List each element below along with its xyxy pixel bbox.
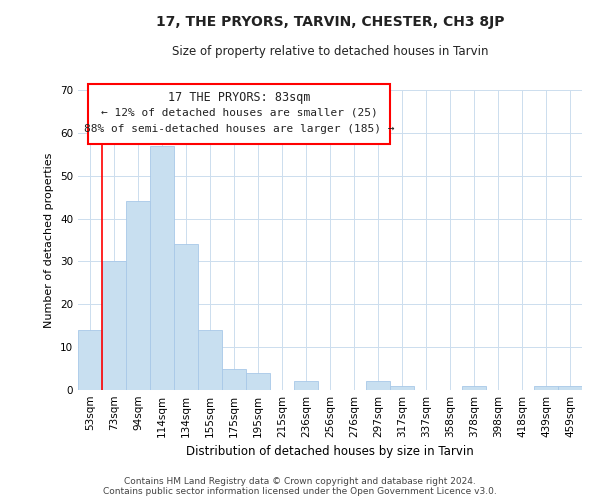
Bar bbox=[150, 146, 174, 390]
Text: Contains public sector information licensed under the Open Government Licence v3: Contains public sector information licen… bbox=[103, 488, 497, 496]
FancyBboxPatch shape bbox=[88, 84, 391, 144]
Bar bbox=[558, 386, 582, 390]
Bar bbox=[366, 382, 390, 390]
Text: Size of property relative to detached houses in Tarvin: Size of property relative to detached ho… bbox=[172, 45, 488, 58]
Bar bbox=[198, 330, 222, 390]
Bar bbox=[534, 386, 558, 390]
Bar bbox=[102, 262, 126, 390]
Bar bbox=[294, 382, 318, 390]
Text: 17, THE PRYORS, TARVIN, CHESTER, CH3 8JP: 17, THE PRYORS, TARVIN, CHESTER, CH3 8JP bbox=[156, 15, 504, 29]
Bar bbox=[126, 202, 150, 390]
Bar bbox=[174, 244, 198, 390]
Bar bbox=[390, 386, 414, 390]
Text: 88% of semi-detached houses are larger (185) →: 88% of semi-detached houses are larger (… bbox=[84, 124, 395, 134]
Text: ← 12% of detached houses are smaller (25): ← 12% of detached houses are smaller (25… bbox=[101, 108, 377, 118]
Bar bbox=[222, 368, 246, 390]
X-axis label: Distribution of detached houses by size in Tarvin: Distribution of detached houses by size … bbox=[186, 446, 474, 458]
Y-axis label: Number of detached properties: Number of detached properties bbox=[44, 152, 55, 328]
Bar bbox=[78, 330, 102, 390]
Text: 17 THE PRYORS: 83sqm: 17 THE PRYORS: 83sqm bbox=[168, 92, 311, 104]
Bar bbox=[246, 373, 270, 390]
Text: Contains HM Land Registry data © Crown copyright and database right 2024.: Contains HM Land Registry data © Crown c… bbox=[124, 478, 476, 486]
Bar bbox=[462, 386, 486, 390]
